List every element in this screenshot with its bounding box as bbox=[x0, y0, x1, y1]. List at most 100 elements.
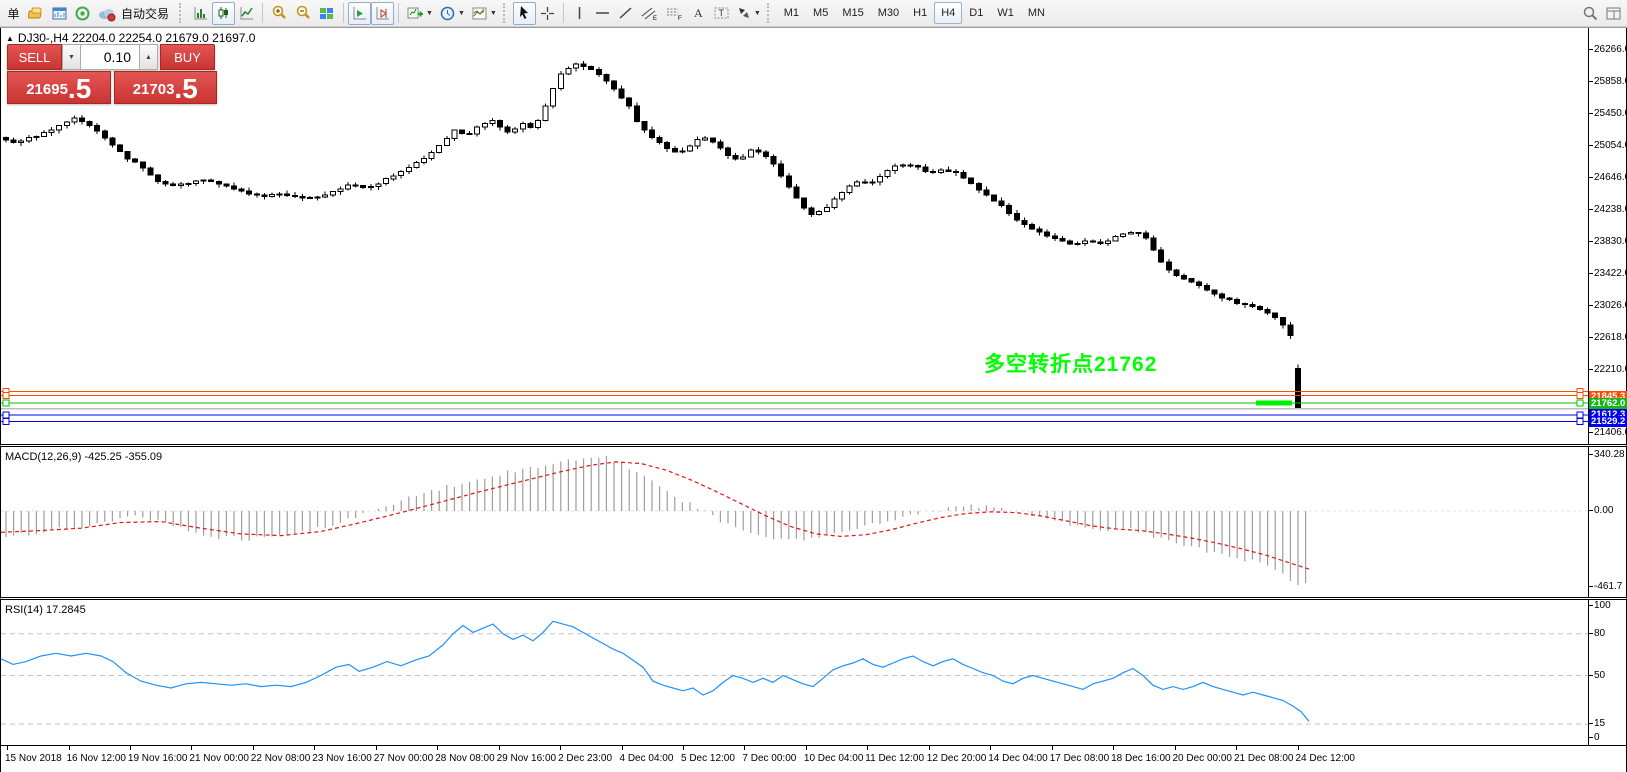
new-order-button[interactable]: 单 bbox=[7, 6, 20, 21]
time-axis-tick bbox=[867, 746, 869, 750]
symbol-title-text: DJ30-,H4 22204.0 22254.0 21679.0 21697.0 bbox=[17, 31, 256, 45]
macd-axis[interactable]: 340.28 0.00 -461.7 bbox=[1588, 447, 1626, 597]
panels-button[interactable] bbox=[1602, 2, 1625, 25]
tab-timeframe-W1[interactable]: W1 bbox=[997, 7, 1014, 19]
zoom-out-button[interactable] bbox=[291, 2, 315, 25]
horizontal-line-button[interactable] bbox=[591, 2, 614, 25]
volume-decrease-button[interactable]: ▼ bbox=[62, 44, 81, 70]
bar-chart-button[interactable] bbox=[189, 2, 212, 25]
dropdown-caret-icon: ▼ bbox=[426, 9, 433, 17]
time-axis-tick bbox=[498, 746, 500, 750]
price-axis-label: 24646.0 bbox=[1588, 173, 1627, 183]
price-axis-label: 23026.0 bbox=[1588, 301, 1627, 311]
tab-timeframe-M5[interactable]: M5 bbox=[813, 7, 829, 19]
channel-icon: E bbox=[641, 7, 657, 22]
equidistant-channel-button[interactable]: E bbox=[637, 2, 662, 25]
data-window-icon bbox=[52, 7, 67, 19]
buy-price-frac: .5 bbox=[174, 73, 198, 104]
text-button[interactable]: A bbox=[687, 2, 710, 25]
auto-scroll-icon bbox=[353, 6, 367, 19]
tab-timeframe-H1[interactable]: H1 bbox=[913, 7, 928, 19]
tab-timeframe-M30[interactable]: M30 bbox=[877, 7, 900, 19]
time-axis-label: 14 Dec 04:00 bbox=[988, 753, 1048, 764]
indicators-button[interactable]: ▼ bbox=[403, 2, 436, 25]
zoom-in-icon bbox=[272, 5, 286, 19]
tab-timeframe-D1[interactable]: D1 bbox=[969, 7, 984, 19]
macd-axis-label: 0.00 bbox=[1588, 505, 1614, 516]
price-level-label: 21529.2 bbox=[1589, 415, 1627, 427]
rsi-axis-label: 80 bbox=[1588, 627, 1606, 639]
auto-scroll-button[interactable] bbox=[348, 1, 372, 25]
sell-button[interactable]: SELL bbox=[7, 44, 62, 70]
main-price-panel[interactable]: ▲ DJ30-,H4 22204.0 22254.0 21679.0 21697.… bbox=[0, 28, 1627, 447]
tab-timeframe-MN[interactable]: MN bbox=[1027, 7, 1045, 19]
time-axis-tick bbox=[990, 746, 992, 750]
arrows-button[interactable]: ▼ bbox=[733, 2, 764, 25]
toolbar-grip[interactable] bbox=[766, 3, 774, 23]
sell-price-button[interactable]: 21695.5 bbox=[7, 71, 111, 104]
price-axis[interactable]: 26266.0 25858.0 25450.0 25054.0 24646.0 24238… bbox=[1588, 28, 1627, 444]
time-axis-label: 12 Dec 20:00 bbox=[926, 753, 987, 764]
toolbar-separator bbox=[262, 3, 264, 23]
toolbar-grip[interactable] bbox=[502, 3, 510, 23]
candlestick-plot[interactable] bbox=[1, 28, 1589, 444]
rsi-axis[interactable]: 100 80 50 15 0 bbox=[1588, 600, 1626, 745]
toolbar: 单 自动交易 ▼ ▼ ▼ E F A T ▼ bbox=[0, 0, 1627, 27]
fibonacci-button[interactable]: F bbox=[662, 2, 687, 25]
gold-pack-button[interactable] bbox=[25, 2, 48, 25]
symbol-ohlc-title: ▲ DJ30-,H4 22204.0 22254.0 21679.0 21697.… bbox=[6, 31, 255, 45]
collapse-trade-panel-icon[interactable]: ▲ bbox=[6, 34, 14, 43]
tile-windows-button[interactable] bbox=[315, 2, 339, 25]
time-axis-label: 24 Dec 12:00 bbox=[1295, 753, 1356, 764]
search-button[interactable] bbox=[1579, 2, 1602, 25]
zoom-in-button[interactable] bbox=[267, 2, 291, 25]
chart-shift-button[interactable] bbox=[371, 1, 395, 25]
time-axis-label: 10 Dec 04:00 bbox=[803, 753, 864, 764]
cursor-button[interactable] bbox=[512, 1, 536, 25]
buy-price-button[interactable]: 21703.5 bbox=[113, 71, 217, 104]
timeframe-group: M1 M5 M15 M30 H1 H4 D1 W1 MN bbox=[777, 2, 1052, 24]
time-axis-tick bbox=[68, 746, 70, 750]
time-axis[interactable]: 15 Nov 2018 16 Nov 12:00 19 Nov 16:00 21 No… bbox=[0, 746, 1627, 772]
tab-timeframe-M1[interactable]: M1 bbox=[783, 7, 800, 19]
templates-button[interactable]: ▼ bbox=[468, 2, 500, 25]
tab-timeframe-M15[interactable]: M15 bbox=[842, 7, 864, 19]
data-window-button[interactable] bbox=[48, 2, 71, 25]
time-axis-tick bbox=[1113, 746, 1115, 750]
time-axis-tick bbox=[1297, 746, 1299, 750]
svg-text:E: E bbox=[653, 16, 657, 22]
volume-input[interactable]: 0.10 bbox=[81, 44, 139, 70]
macd-plot bbox=[1, 447, 1589, 597]
periods-button[interactable]: ▼ bbox=[436, 2, 468, 25]
price-axis-label: 25054.0 bbox=[1588, 141, 1627, 151]
cursor-icon bbox=[519, 6, 528, 19]
price-level-label: 21762.0 bbox=[1589, 397, 1627, 409]
periods-clock-icon bbox=[440, 6, 455, 20]
buy-button[interactable]: BUY bbox=[160, 44, 215, 70]
time-axis-tick bbox=[7, 746, 8, 750]
text-icon: A bbox=[694, 6, 703, 20]
signal-button[interactable] bbox=[71, 2, 94, 25]
time-axis-tick bbox=[1174, 746, 1176, 750]
rsi-axis-label: 0 bbox=[1589, 732, 1600, 743]
price-level-label: 21845.3 bbox=[1589, 391, 1627, 403]
time-axis-label: 27 Nov 00:00 bbox=[373, 753, 434, 764]
fibonacci-icon: F bbox=[666, 8, 682, 22]
macd-panel[interactable]: MACD(12,26,9) -425.25 -355.09 340.28 0.00… bbox=[0, 447, 1627, 600]
rsi-panel[interactable]: RSI(14) 17.2845 100 80 50 15 0 bbox=[0, 600, 1627, 746]
tab-timeframe-H4[interactable]: H4 bbox=[934, 2, 963, 24]
toolbar-grip[interactable] bbox=[179, 3, 186, 23]
line-chart-button[interactable] bbox=[235, 2, 258, 25]
crosshair-button[interactable] bbox=[536, 2, 559, 25]
autotrading-button[interactable]: 自动交易 bbox=[94, 2, 176, 25]
price-axis-label: 25858.0 bbox=[1588, 77, 1627, 87]
chart-window: ▲ DJ30-,H4 22204.0 22254.0 21679.0 21697.… bbox=[0, 27, 1627, 772]
volume-increase-button[interactable]: ▲ bbox=[139, 44, 158, 70]
vertical-line-button[interactable] bbox=[568, 2, 591, 25]
trendline-button[interactable] bbox=[614, 2, 637, 25]
text-label-button[interactable]: T bbox=[710, 2, 733, 25]
candlestick-chart-button[interactable] bbox=[212, 1, 236, 25]
rsi-axis-label: 50 bbox=[1588, 669, 1606, 681]
macd-signal-line bbox=[1, 461, 1310, 570]
line-handle bbox=[2, 399, 10, 407]
